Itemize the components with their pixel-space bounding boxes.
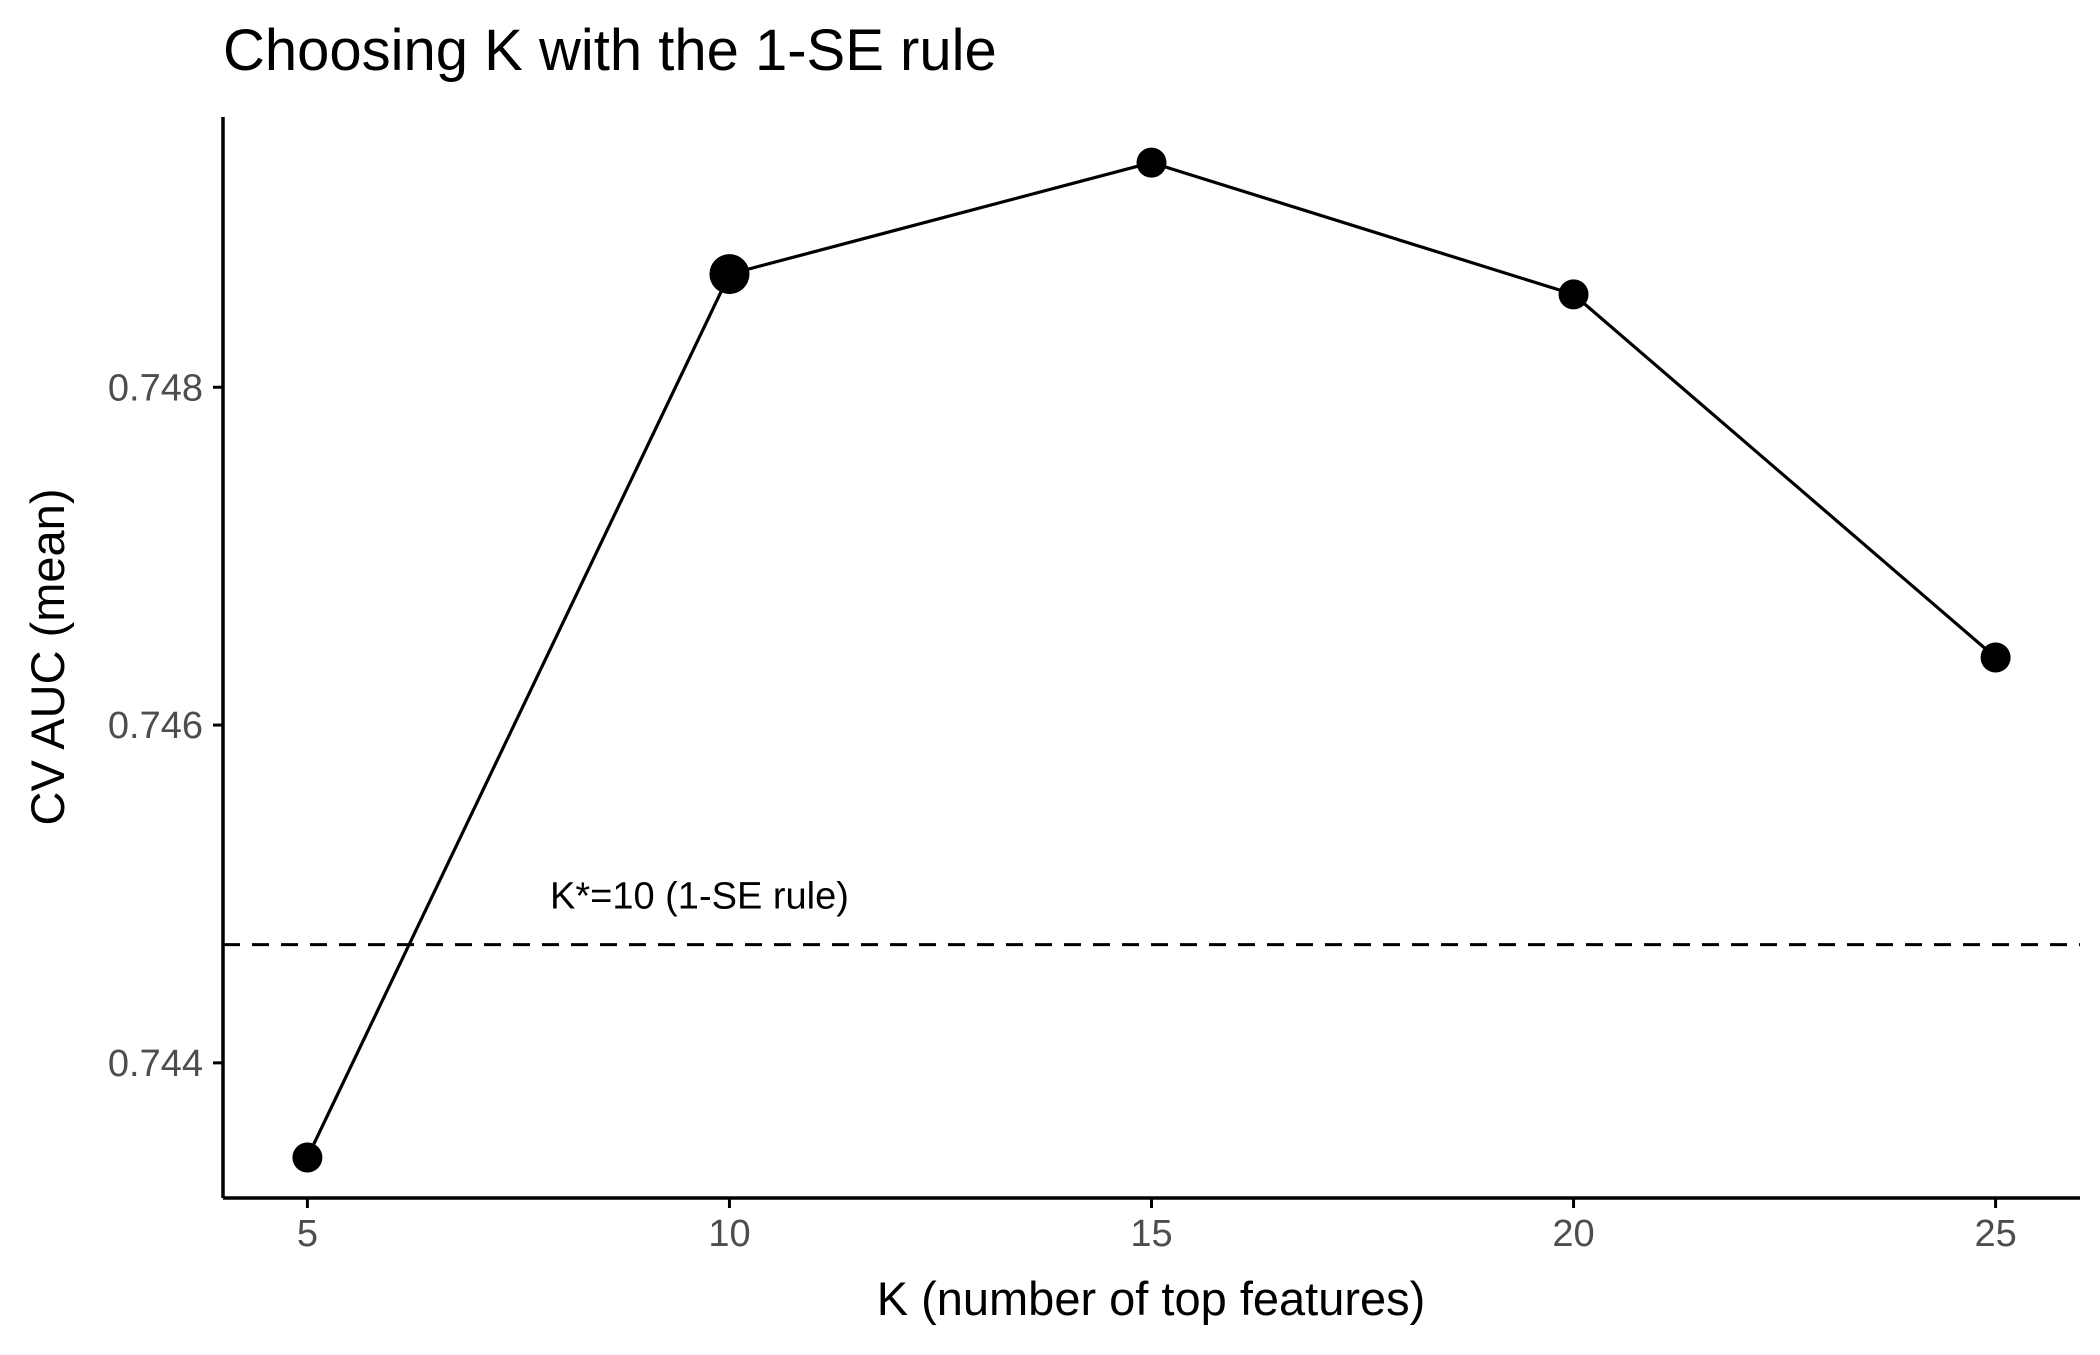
x-tick-label-20: 20 [1552, 1213, 1594, 1255]
y-tick-label-2: 0.748 [108, 367, 203, 409]
y-axis-title: CV AUC (mean) [21, 489, 74, 826]
chart-title: Choosing K with the 1-SE rule [223, 18, 997, 83]
axis-ticks: 5 10 15 20 25 0.744 0.746 0.748 [108, 367, 2017, 1255]
series-line [305, 161, 1997, 1159]
y-tick-label-0: 0.744 [108, 1043, 203, 1085]
x-axis-title: K (number of top features) [877, 1272, 1426, 1325]
reference-line-annotation: K*=10 (1-SE rule) [550, 876, 849, 918]
x-tick-label-15: 15 [1130, 1213, 1172, 1255]
x-tick-label-10: 10 [708, 1213, 750, 1255]
y-tick-label-1: 0.746 [108, 705, 203, 747]
data-point-k-5 [292, 1142, 323, 1173]
data-point-k-15 [1136, 147, 1167, 178]
x-tick-label-25: 25 [1974, 1213, 2016, 1255]
plot-area [223, 147, 2080, 1173]
selected-point-k-10 [709, 254, 750, 295]
data-point-k-20 [1558, 279, 1589, 310]
x-tick-label-5: 5 [297, 1213, 318, 1255]
data-point-k-25 [1980, 642, 2011, 673]
